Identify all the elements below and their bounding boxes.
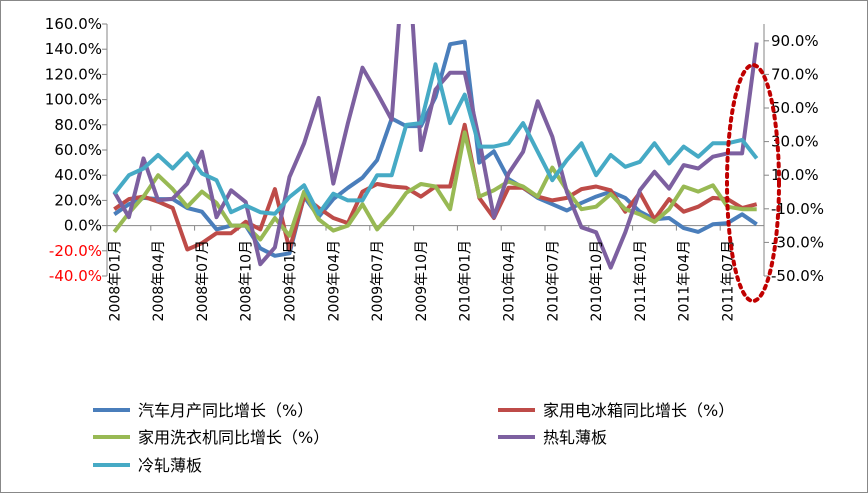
highlight-ellipse [725, 63, 781, 303]
x-tick-label: 2010年10月 [589, 240, 605, 321]
x-tick-label: 2010年04月 [502, 240, 518, 321]
x-tick-label: 2008年01月 [107, 240, 123, 321]
x-tick-label: 2011年01月 [633, 240, 649, 321]
x-tick-label: 2008年07月 [195, 240, 211, 321]
right-tick-label: -10.0% [771, 200, 824, 218]
right-tick-label: 50.0% [771, 99, 819, 117]
left-tick-label: -20.0% [49, 242, 102, 260]
x-tick-label: 2010年07月 [545, 240, 561, 321]
legend-label: 汽车月产同比增长（%） [138, 401, 313, 420]
legend-label: 热轧薄板 [543, 428, 607, 447]
legend: 汽车月产同比增长（%） 家用电冰箱同比增长（%） 家用洗衣机同比增长（%） 热轧薄板冷… [93, 401, 734, 475]
left-tick-label: 60.0% [54, 141, 102, 159]
left-tick-label: -40.0% [49, 267, 102, 285]
series-lines [112, 24, 759, 270]
left-tick-label: 0.0% [64, 217, 102, 235]
left-tick-label: 160.0% [45, 15, 102, 33]
series-line-5 [112, 62, 759, 216]
x-tick-label: 2011年04月 [677, 240, 693, 321]
x-tick-label: 2008年10月 [239, 240, 255, 321]
left-tick-label: 140.0% [45, 40, 102, 58]
left-tick-label: 120.0% [45, 65, 102, 83]
legend-label: 家用电冰箱同比增长（%） [543, 401, 734, 420]
x-tick-label: 2008年04月 [151, 240, 167, 321]
right-tick-label: -50.0% [771, 267, 824, 285]
x-tick-label: 2009年10月 [414, 240, 430, 321]
legend-label: 家用洗衣机同比增长（%） [138, 428, 329, 447]
right-tick-label: 30.0% [771, 133, 819, 151]
series-line-4 [112, 24, 759, 270]
left-tick-label: 100.0% [45, 91, 102, 109]
x-tick-label: 2009年01月 [283, 240, 299, 321]
x-tick-label: 2009年04月 [326, 240, 342, 321]
x-tick-label: 2010年01月 [458, 240, 474, 321]
axes [102, 23, 769, 277]
x-tick-label: 2011年07月 [721, 240, 737, 321]
left-tick-label: 40.0% [54, 166, 102, 184]
left-tick-label: 20.0% [54, 191, 102, 209]
right-tick-label: 90.0% [771, 32, 819, 50]
right-tick-label: 70.0% [771, 65, 819, 83]
right-tick-label: 10.0% [771, 166, 819, 184]
legend-label: 冷轧薄板 [138, 456, 202, 475]
right-tick-label: -30.0% [771, 233, 824, 251]
left-tick-label: 80.0% [54, 116, 102, 134]
x-tick-label: 2009年07月 [370, 240, 386, 321]
